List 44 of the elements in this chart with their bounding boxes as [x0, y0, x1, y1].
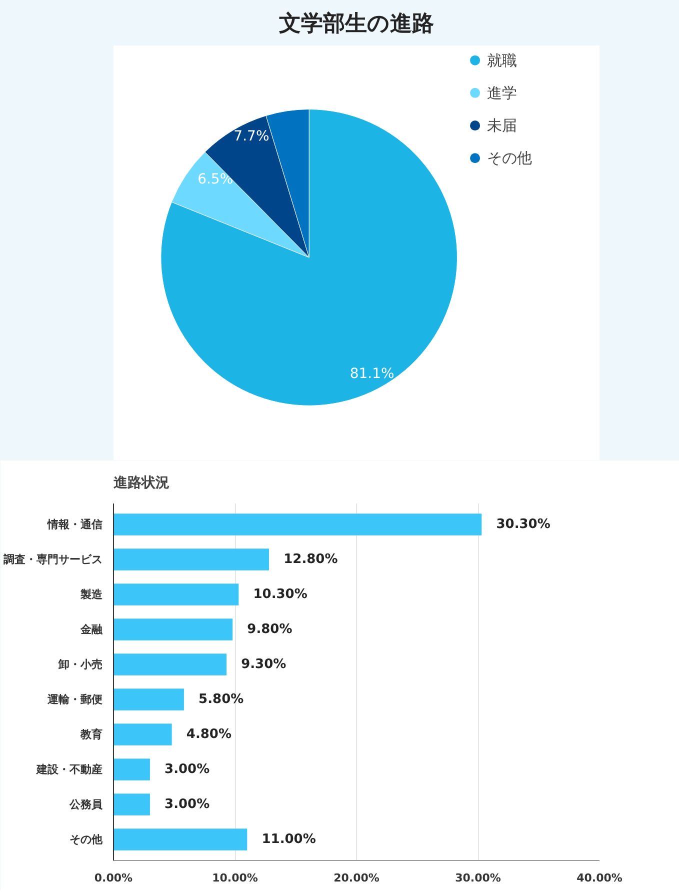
legend-label: 未届 — [486, 116, 517, 135]
y-tick-label: 建設・不動産 — [36, 763, 102, 776]
data-label: 3.00% — [164, 762, 210, 777]
data-label: 5.80% — [198, 692, 244, 707]
chart-title: 進路状況 — [112, 475, 170, 491]
bar — [114, 514, 482, 536]
y-tick-label: 金融 — [80, 623, 104, 636]
data-label: 3.00% — [164, 797, 210, 812]
y-tick-label: 運輸・郵便 — [46, 693, 102, 706]
bar — [114, 828, 248, 850]
y-tick-label: 公務員 — [68, 798, 104, 811]
x-tick-label: 10.00% — [212, 872, 258, 884]
bar — [114, 758, 150, 780]
chart-title: 文学部生の進路 — [278, 10, 434, 36]
data-label: 9.80% — [247, 622, 292, 637]
y-tick-label: 情報・通信 — [46, 518, 102, 531]
data-label: 11.00% — [262, 832, 316, 847]
y-tick-label: 卸・小売 — [58, 658, 102, 671]
x-tick-label: 30.00% — [455, 872, 501, 884]
data-label: 30.30% — [496, 517, 550, 532]
y-tick-label: 製造 — [80, 588, 104, 601]
legend-label: その他 — [486, 149, 532, 168]
data-label: 10.30% — [253, 587, 308, 602]
y-tick-label: 調査・専門サービス — [4, 553, 102, 566]
y-tick-label: その他 — [70, 833, 104, 846]
data-label: 9.30% — [241, 657, 286, 672]
data-label: 6.5% — [198, 171, 234, 188]
bar — [114, 654, 226, 676]
data-label: 81.1% — [350, 366, 394, 382]
x-tick-label: 20.00% — [334, 872, 380, 884]
x-tick-label: 0.00% — [94, 872, 133, 884]
bar — [114, 618, 233, 640]
bar — [114, 548, 270, 570]
bar — [114, 794, 150, 816]
bar — [114, 724, 172, 746]
data-label: 7.7% — [234, 128, 270, 144]
y-tick-label: 教育 — [80, 728, 102, 741]
bar — [114, 688, 184, 710]
data-label: 12.80% — [284, 552, 338, 567]
legend-label: 進学 — [486, 84, 517, 102]
x-tick-label: 40.00% — [576, 872, 622, 884]
legend-label: 就職 — [486, 51, 517, 70]
bar — [114, 584, 239, 606]
data-label: 4.80% — [186, 727, 232, 742]
